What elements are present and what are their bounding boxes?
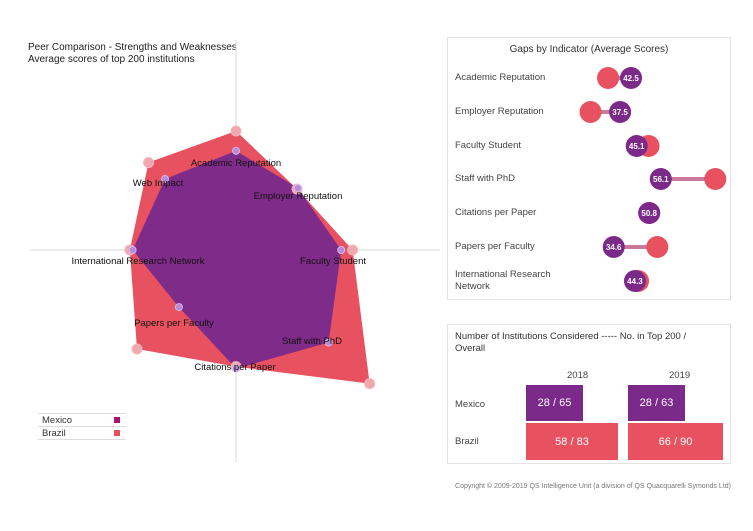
radar-subtitle-text: Average scores of top 200 institutions	[28, 54, 195, 65]
radar-point-brazil-papers-per-faculty[interactable]	[131, 343, 143, 355]
radar-point-mexico-employer-reputation[interactable]	[293, 184, 302, 193]
radar-point-mexico-citations-per-paper[interactable]	[232, 364, 240, 373]
radar-chart: Academic Reputation Employer Reputation Fa…	[30, 40, 440, 462]
radar-axis-label-staff-with-phd: Staff with PhD	[282, 336, 342, 347]
copyright-text: Copyright © 2009-2019 QS Intelligence Un…	[455, 483, 731, 490]
row-label-mexico: Mexico	[455, 399, 486, 410]
radar-point-mexico-web-impact[interactable]	[161, 175, 170, 184]
radar-axis-label-academic-reputation: Academic Reputation	[191, 158, 281, 169]
radar-point-brazil-faculty-student[interactable]	[347, 244, 359, 256]
gap-dot-mexico-citations-per-paper[interactable]	[638, 202, 661, 224]
gaps-chart: 42.5 37.5 45.1 56.1 50.8 34.6 44.3	[579, 67, 727, 292]
gap-dot-mexico-academic-reputation[interactable]	[620, 67, 643, 89]
gap-dot-mexico-staff-with-phd[interactable]	[649, 168, 672, 190]
count-bar-brazil-2019[interactable]: 66 / 90	[628, 423, 723, 460]
gap-label-faculty-student: Faculty Student	[455, 140, 522, 151]
count-bar-mexico-2018[interactable]: 28 / 65	[526, 385, 583, 421]
row-label-brazil: Brazil	[455, 436, 479, 447]
radar-point-mexico-faculty-student[interactable]	[337, 246, 346, 254]
count-panel-title: Number of Institutions Considered ----- …	[455, 331, 687, 354]
gap-value-mexico-citations-per-paper: 50.8	[641, 209, 657, 218]
gap-value-mexico-international-research-network: 44.3	[627, 277, 643, 286]
gap-value-mexico-faculty-student: 45.1	[629, 142, 645, 151]
radar-axis-label-papers-per-faculty: Papers per Faculty	[134, 318, 214, 329]
legend-label-brazil: Brazil	[42, 427, 66, 439]
gap-label-academic-reputation: Academic Reputation	[455, 72, 546, 83]
gap-label-employer-reputation: Employer Reputation	[455, 106, 544, 117]
legend-label-mexico: Mexico	[42, 414, 73, 426]
gap-dot-brazil-papers-per-faculty[interactable]	[646, 236, 669, 258]
legend-swatch-brazil	[114, 430, 120, 436]
gap-value-mexico-employer-reputation: 37.5	[612, 108, 628, 117]
gap-dot-mexico-faculty-student[interactable]	[625, 135, 648, 157]
radar-axis-label-citations-per-paper: Citations per Paper	[194, 362, 275, 373]
gap-value-mexico-academic-reputation: 42.5	[623, 74, 639, 83]
gap-label-staff-with-phd: Staff with PhD	[455, 173, 516, 184]
radar-point-brazil-staff-with-phd[interactable]	[364, 378, 376, 390]
gap-dot-brazil-staff-with-phd[interactable]	[704, 168, 727, 190]
radar-point-mexico-papers-per-faculty[interactable]	[174, 303, 183, 312]
gap-dot-brazil-academic-reputation[interactable]	[597, 67, 620, 89]
radar-point-brazil-academic-reputation[interactable]	[230, 125, 242, 137]
gap-value-mexico-papers-per-faculty: 34.6	[606, 243, 622, 252]
radar-axis-label-international-research-network: International Research Network	[71, 256, 204, 267]
gap-dot-brazil-employer-reputation[interactable]	[579, 101, 602, 123]
year-label-2018: 2018	[567, 370, 589, 381]
gap-label-papers-per-faculty: Papers per Faculty	[455, 241, 535, 252]
gap-dot-mexico-papers-per-faculty[interactable]	[602, 236, 625, 258]
radar-legend: Mexico Brazil	[38, 413, 126, 440]
radar-chart-title: Peer Comparison - Strengths and Weakness…	[28, 42, 237, 66]
gaps-panel-title: Gaps by Indicator (Average Scores)	[509, 44, 669, 55]
gaps-panel: Gaps by Indicator (Average Scores) Acade…	[447, 37, 731, 300]
radar-title-text: Peer Comparison - Strengths and Weakness…	[28, 42, 237, 53]
radar-area-mexico[interactable]	[132, 150, 342, 369]
legend-swatch-mexico	[114, 417, 120, 423]
radar-axis-label-faculty-student: Faculty Student	[300, 256, 366, 267]
radar-point-mexico-academic-reputation[interactable]	[232, 146, 240, 155]
gap-label-international-research-network: International Research Network	[455, 269, 551, 292]
legend-item-brazil[interactable]: Brazil	[38, 427, 126, 440]
legend-item-mexico[interactable]: Mexico	[38, 413, 126, 427]
count-bar-mexico-2019[interactable]: 28 / 63	[628, 385, 685, 421]
radar-point-mexico-staff-with-phd[interactable]	[324, 338, 333, 347]
gap-label-citations-per-paper: Citations per Paper	[455, 207, 537, 218]
radar-point-mexico-international-research-network[interactable]	[128, 246, 137, 254]
count-bar-brazil-2018[interactable]: 58 / 83	[526, 423, 618, 460]
radar-point-brazil-web-impact[interactable]	[143, 157, 155, 169]
gap-dot-mexico-international-research-network[interactable]	[623, 270, 646, 292]
year-label-2019: 2019	[669, 370, 691, 381]
gap-value-mexico-staff-with-phd: 56.1	[653, 175, 669, 184]
institution-count-panel: Number of Institutions Considered ----- …	[447, 324, 731, 464]
radar-axis-label-web-impact: Web Impact	[133, 178, 184, 189]
gap-dot-mexico-employer-reputation[interactable]	[609, 101, 632, 123]
radar-axis-label-employer-reputation: Employer Reputation	[254, 191, 343, 202]
